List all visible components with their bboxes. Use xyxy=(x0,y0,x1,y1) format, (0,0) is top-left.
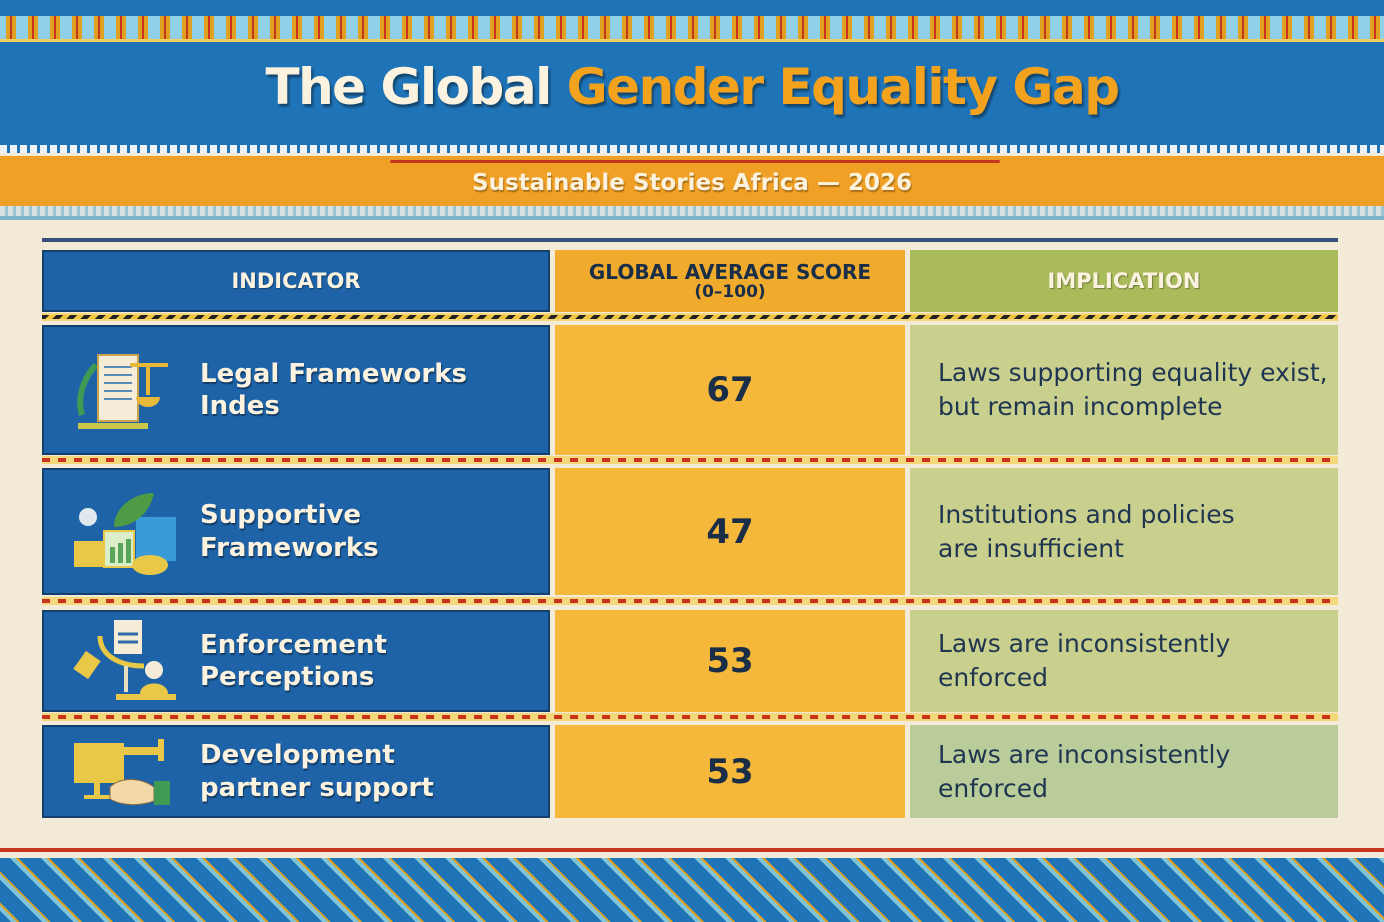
partner-handshake-icon xyxy=(74,738,170,805)
score-value: 47 xyxy=(706,511,754,552)
header-sublabel: (0–100) xyxy=(694,281,766,302)
subtitle-band xyxy=(0,156,1384,208)
table-row-indicator: Development partner support xyxy=(42,725,550,818)
row-separator xyxy=(42,713,1338,721)
implication-cell: Laws are inconsistently enforced xyxy=(910,610,1338,712)
implication-cell: Institutions and policies are insufficie… xyxy=(910,468,1338,595)
score-value: 53 xyxy=(706,641,754,681)
header-score: GLOBAL AVERAGE SCORE (0–100) xyxy=(555,250,905,312)
subtitle: Sustainable Stories Africa — 2026 xyxy=(472,170,912,196)
enforcement-scale-icon xyxy=(73,620,176,700)
divider xyxy=(0,145,1384,153)
implication-cell: Laws supporting equality exist, but rema… xyxy=(910,325,1338,455)
header-label: GLOBAL AVERAGE SCORE xyxy=(588,259,872,284)
row-separator xyxy=(42,456,1338,464)
implication-text: Laws are inconsistently enforced xyxy=(938,629,1231,692)
header-implication: IMPLICATION xyxy=(910,250,1338,312)
decorative-border-bottom xyxy=(0,858,1384,922)
table-row-indicator: Legal Frameworks Indes xyxy=(42,325,550,455)
header-indicator: INDICATOR xyxy=(42,250,550,312)
legal-document-scale-icon xyxy=(77,354,168,429)
implication-text: Laws are inconsistently enforced xyxy=(938,739,1231,803)
bottom-rule xyxy=(0,848,1384,852)
implication-text: Laws supporting equality exist, but rema… xyxy=(938,358,1328,421)
score-cell: 67 xyxy=(555,325,905,455)
table-top-rule xyxy=(42,238,1338,242)
indicator-label: Supportive Frameworks xyxy=(200,500,379,563)
brush-stroke xyxy=(390,160,1000,163)
header-label: INDICATOR xyxy=(231,269,361,293)
score-value: 53 xyxy=(706,751,754,792)
title-part-1: The Global xyxy=(265,58,552,116)
row-separator xyxy=(42,313,1338,321)
indicator-label: Enforcement Perceptions xyxy=(200,629,387,693)
page-title: The Global Gender Equality Gap xyxy=(0,58,1384,116)
table-row-indicator: Enforcement Perceptions xyxy=(42,610,550,712)
table-row-indicator: Supportive Frameworks xyxy=(42,468,550,595)
score-value: 67 xyxy=(706,370,754,410)
decorative-border xyxy=(0,206,1384,220)
implication-text: Institutions and policies are insufficie… xyxy=(938,499,1235,563)
row-separator xyxy=(42,597,1338,605)
header-label: IMPLICATION xyxy=(1047,269,1201,293)
score-cell: 53 xyxy=(555,610,905,712)
implication-cell: Laws are inconsistently enforced xyxy=(910,725,1338,818)
indicator-label: Legal Frameworks Indes xyxy=(200,358,467,422)
growth-chart-leaf-icon xyxy=(74,492,176,575)
score-cell: 53 xyxy=(555,725,905,818)
title-part-2: Gender Equality Gap xyxy=(566,58,1120,116)
indicator-label: Development partner support xyxy=(200,740,434,803)
score-cell: 47 xyxy=(555,468,905,595)
decorative-border-top xyxy=(0,16,1384,42)
